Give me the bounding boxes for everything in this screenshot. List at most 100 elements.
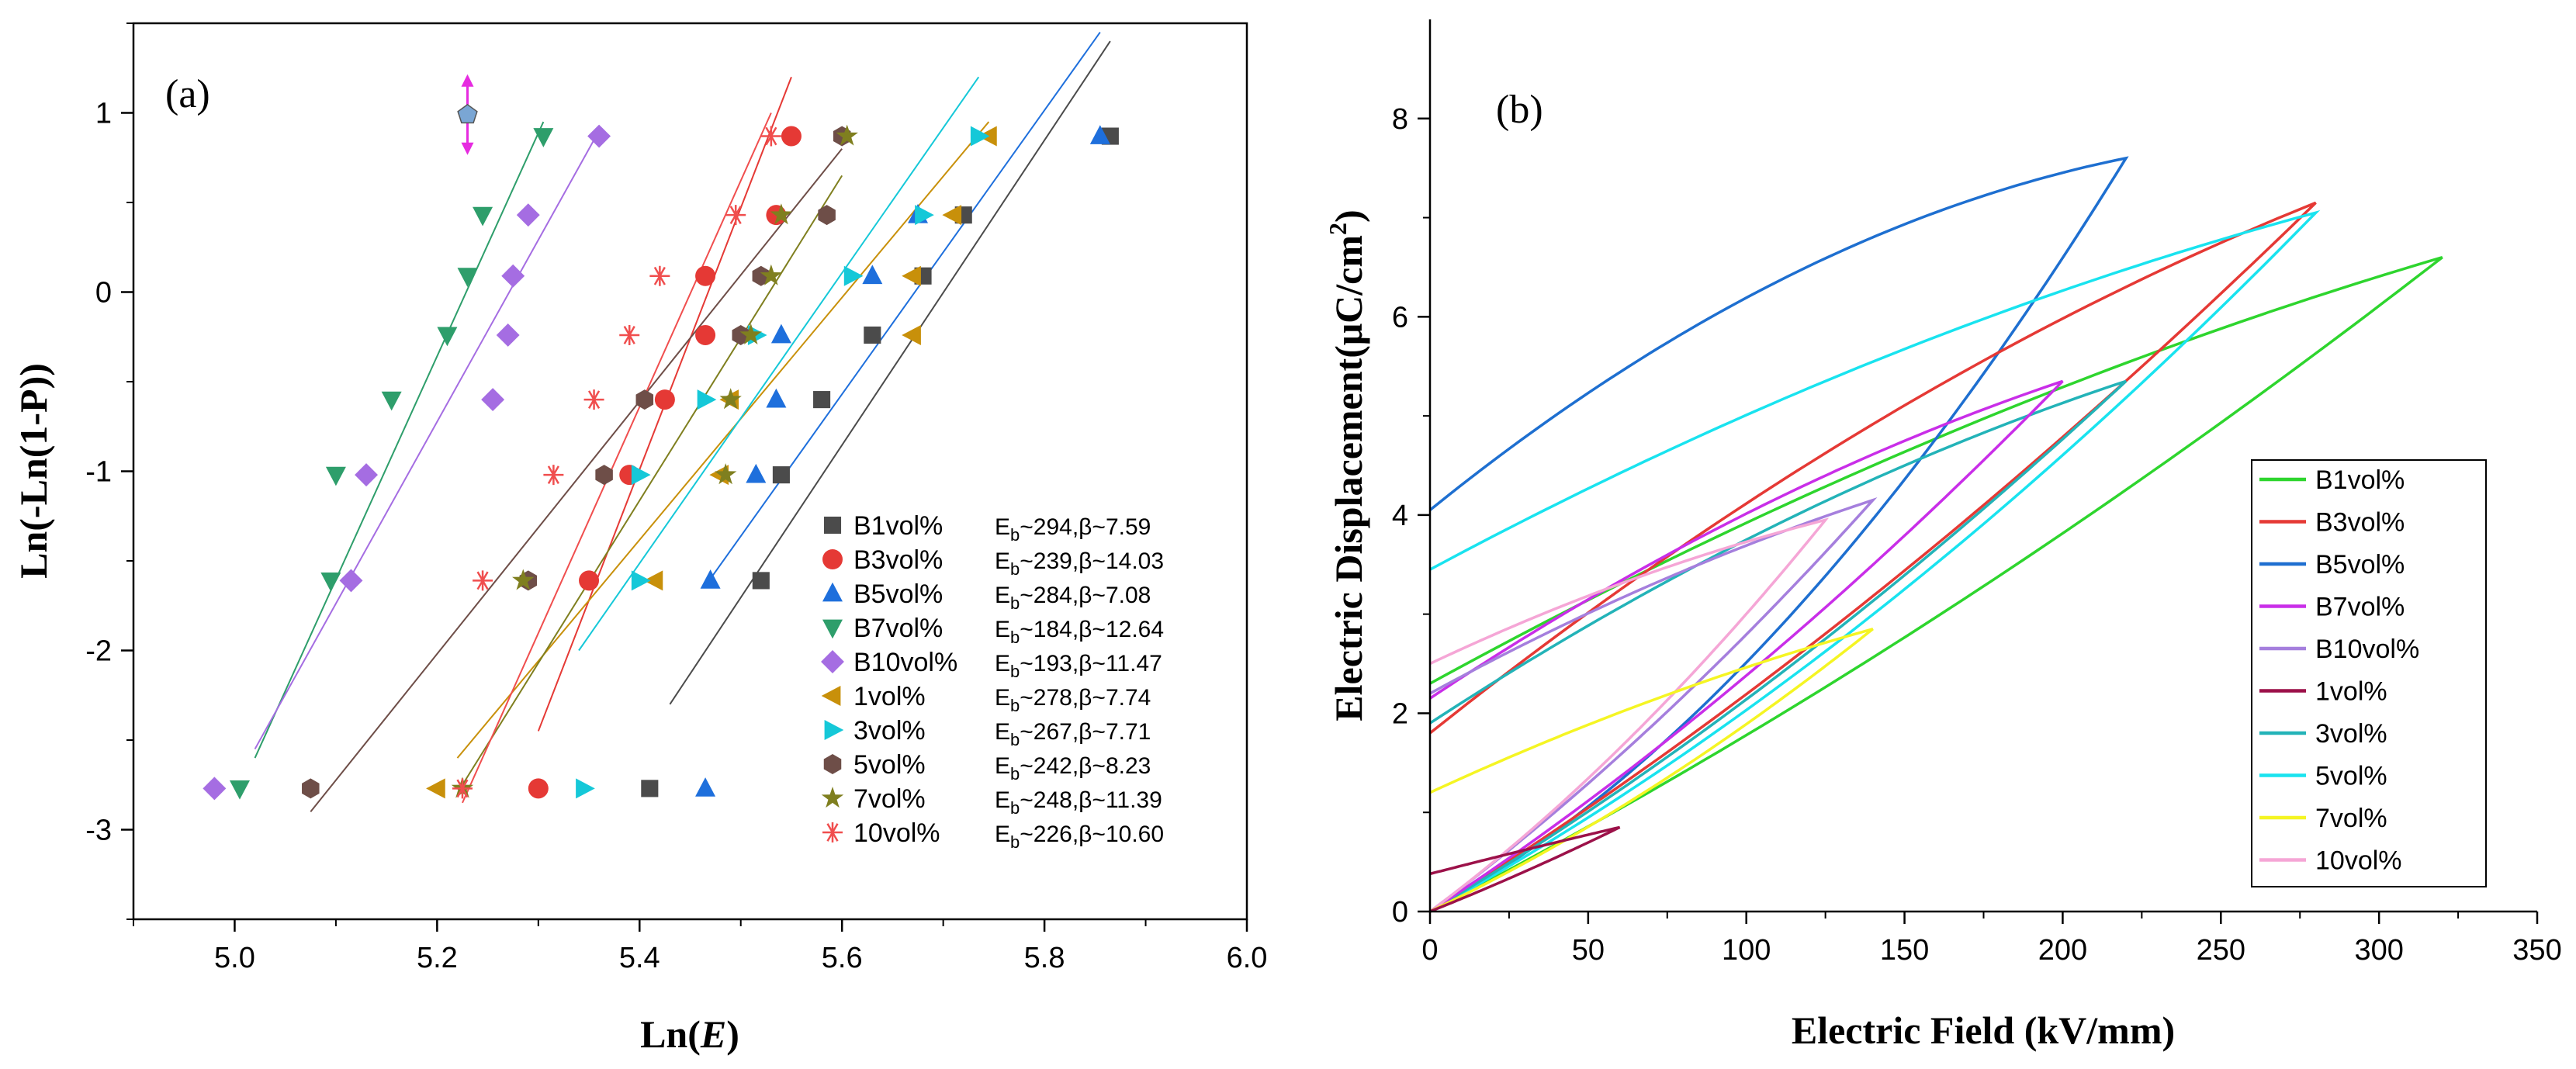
point-b10volpct-7 xyxy=(587,124,611,148)
fit-line-b7volpct xyxy=(254,121,545,759)
legend-a-stats-b3volpct: Eb~239,β~14.03 xyxy=(995,548,1164,579)
point-b5volpct-5 xyxy=(862,265,883,285)
legend-a-stats-b1volpct: Eb~294,β~7.59 xyxy=(995,514,1151,545)
point-10volpct-0 xyxy=(452,778,473,799)
legend-b-label-10volpct: 10vol% xyxy=(2315,846,2402,876)
pe-loop-3volpct xyxy=(1429,379,2128,913)
legend-b-label-b7volpct: B7vol% xyxy=(2315,593,2405,622)
legend-a-eb-symbol: E xyxy=(995,753,1010,779)
legend-a-stats-7volpct: Eb~248,β~11.39 xyxy=(995,787,1162,818)
legend-a-stats-b7volpct: Eb~184,β~12.64 xyxy=(995,617,1164,647)
legend-a-eb-symbol: E xyxy=(995,548,1010,574)
panel-b-axis-ticks: 0 50 100 150 200 250 300 350 0 2 4 6 8 xyxy=(1392,103,2562,967)
legend-b-label-7volpct: 7vol% xyxy=(2315,804,2387,833)
panel-a-plot-frame xyxy=(132,22,1248,921)
point-b7volpct-0 xyxy=(229,780,250,800)
legend-a-stats-3volpct: Eb~267,β~7.71 xyxy=(995,719,1151,749)
a-xtick-label-5-8: 5.8 xyxy=(1024,942,1065,974)
a-xtick-label-5-0: 5.0 xyxy=(214,942,255,974)
point-b7volpct-5 xyxy=(457,268,478,288)
a-ytick-label--2: -2 xyxy=(85,635,112,668)
legend-a-eb-value: ~284,β~7.08 xyxy=(1020,583,1151,608)
fit-line-5volpct xyxy=(310,148,843,813)
fit-line-b1volpct xyxy=(669,40,1111,705)
legend-b-label-1volpct: 1vol% xyxy=(2315,677,2387,707)
legend-a-eb-value: ~226,β~10.60 xyxy=(1020,822,1164,847)
legend-a-eb-subscript: b xyxy=(1010,798,1020,818)
point-b3volpct-5 xyxy=(695,265,716,286)
point-7volpct-4 xyxy=(739,323,762,345)
point-b7volpct-3 xyxy=(381,391,402,411)
point-b3volpct-4 xyxy=(695,324,716,345)
point-7volpct-2 xyxy=(714,463,737,485)
legend-a-marker-b10volpct xyxy=(821,650,844,673)
point-b7volpct-7 xyxy=(533,128,554,147)
panel-a-outlier-marker xyxy=(457,74,478,155)
fit-line-b5volpct xyxy=(709,31,1101,579)
legend-a-eb-value: ~267,β~7.71 xyxy=(1020,719,1151,745)
panel-b-pe-loops xyxy=(1428,156,2443,913)
b-ytick-label-4: 4 xyxy=(1392,500,1408,532)
legend-a-stats-10volpct: Eb~226,β~10.60 xyxy=(995,822,1164,852)
point-5volpct-2 xyxy=(595,465,613,486)
legend-a-stats-b10volpct: Eb~193,β~11.47 xyxy=(995,651,1162,681)
legend-a-eb-symbol: E xyxy=(995,719,1010,745)
legend-b-box xyxy=(2251,459,2487,887)
legend-a-eb-value: ~184,β~12.64 xyxy=(1020,617,1164,642)
point-b10volpct-6 xyxy=(516,203,540,227)
point-b1volpct-4 xyxy=(864,326,881,344)
point-b1volpct-0 xyxy=(641,780,659,797)
legend-a-eb-symbol: E xyxy=(995,685,1010,711)
legend-a-marker-b1volpct xyxy=(823,516,842,534)
legend-a-eb-symbol: E xyxy=(995,787,1010,813)
b-xtick-label-250: 250 xyxy=(2197,934,2245,967)
point-b10volpct-2 xyxy=(355,463,378,487)
legend-a-stats-b5volpct: Eb~284,β~7.08 xyxy=(995,583,1151,613)
panel-b-label: (b) xyxy=(1496,88,1543,132)
point-b1volpct-1 xyxy=(752,572,770,590)
legend-a-eb-subscript: b xyxy=(1010,662,1020,681)
pe-loop-7volpct xyxy=(1429,628,1874,913)
legend-b-label-b5volpct: B5vol% xyxy=(2315,550,2405,579)
panel-b-xlabel: Electric Field (kV/mm) xyxy=(1792,1008,2175,1052)
legend-a-stats-5volpct: Eb~242,β~8.23 xyxy=(995,753,1151,784)
point-7volpct-7 xyxy=(836,124,858,146)
legend-b-label-b1volpct: B1vol% xyxy=(2315,465,2405,495)
legend-a-eb-value: ~242,β~8.23 xyxy=(1020,753,1151,779)
legend-a-eb-value: ~278,β~7.74 xyxy=(1020,685,1151,711)
b-ytick-label-6: 6 xyxy=(1392,301,1408,334)
legend-a-marker-3volpct xyxy=(824,720,844,740)
point-5volpct-4 xyxy=(732,324,750,345)
point-10volpct-4 xyxy=(619,324,640,345)
legend-a-label-b3volpct: B3vol% xyxy=(853,545,943,575)
point-10volpct-3 xyxy=(583,389,604,410)
point-b3volpct-0 xyxy=(528,778,549,799)
point-1volpct-1 xyxy=(643,570,663,591)
point-5volpct-6 xyxy=(818,205,836,226)
b-xtick-label-100: 100 xyxy=(1722,934,1771,967)
legend-b-label-5volpct: 5vol% xyxy=(2315,762,2387,791)
legend-a-eb-value: ~193,β~11.47 xyxy=(1020,651,1162,676)
pe-loop-b7volpct xyxy=(1429,379,2064,913)
legend-a-eb-subscript: b xyxy=(1010,628,1020,647)
point-1volpct-5 xyxy=(902,265,921,286)
legend-a-eb-symbol: E xyxy=(995,651,1010,676)
legend-a-marker-b7volpct xyxy=(822,619,843,639)
b-ytick-label-0: 0 xyxy=(1392,896,1408,929)
b-xtick-label-200: 200 xyxy=(2038,934,2087,967)
point-b5volpct-2 xyxy=(746,463,767,483)
point-b7volpct-1 xyxy=(320,573,341,592)
point-5volpct-3 xyxy=(635,389,654,410)
fit-line-10volpct xyxy=(462,112,772,804)
panel-a-xlabel: Ln(E) xyxy=(640,1012,739,1056)
legend-a-eb-symbol: E xyxy=(995,583,1010,608)
pe-loop-b10volpct xyxy=(1428,496,1878,913)
point-b3volpct-3 xyxy=(654,389,675,410)
panel-a: 5.0 5.2 5.4 5.6 5.8 6.0-3-2-101 (a) Ln(E) Ln(… xyxy=(12,22,1267,1056)
panel-a-label: (a) xyxy=(165,72,210,116)
point-10volpct-5 xyxy=(649,265,670,286)
panel-b-ylabel: Electric Displacement(μC/cm2) xyxy=(1324,209,1370,721)
point-7volpct-6 xyxy=(770,203,793,225)
point-7volpct-3 xyxy=(719,388,742,410)
